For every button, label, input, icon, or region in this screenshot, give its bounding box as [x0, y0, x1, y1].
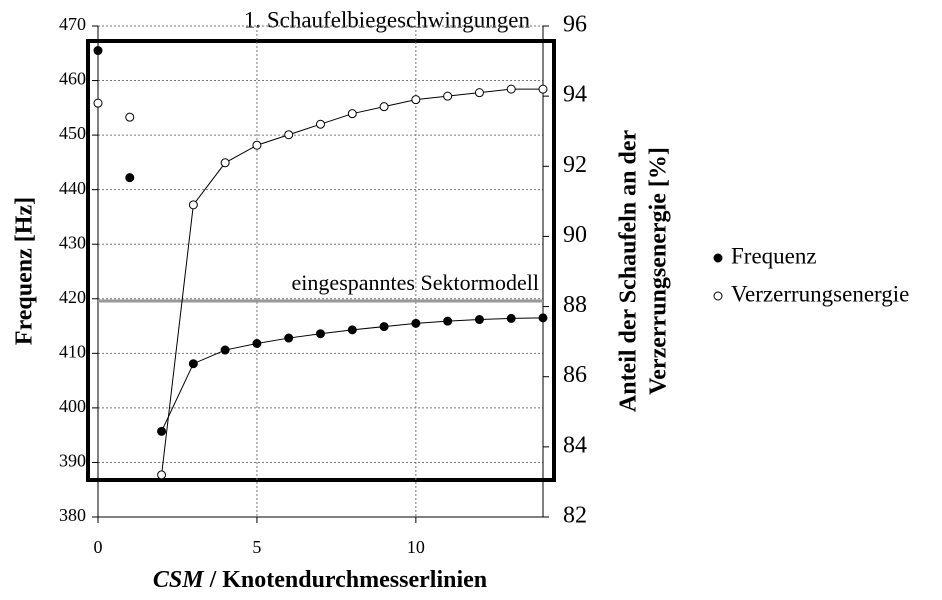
data-point — [284, 333, 294, 343]
x-axis-label-italic: CSM — [153, 567, 205, 593]
x-tick-label: 5 — [252, 537, 261, 557]
data-point — [347, 109, 357, 119]
x-axis-label: CSM / Knotendurchmesserlinien — [153, 567, 487, 593]
data-point — [411, 95, 421, 105]
data-point — [220, 345, 230, 355]
y2-tick-label: 86 — [563, 362, 587, 388]
data-point — [347, 325, 357, 335]
legend-label: Verzerrungsenergie — [731, 281, 909, 306]
y-axis-label: Frequenz [Hz] — [12, 197, 38, 345]
y2-tick-label: 84 — [563, 432, 587, 458]
data-point — [443, 91, 453, 101]
y2-tick-label: 88 — [563, 292, 587, 318]
data-point — [157, 426, 167, 436]
y2-tick-label: 90 — [563, 222, 587, 248]
y-tick-label: 440 — [59, 178, 86, 198]
data-point — [252, 339, 262, 349]
legend-marker — [713, 291, 723, 301]
legend-marker — [713, 253, 723, 263]
data-point — [125, 173, 135, 183]
x-axis-label-rest: / Knotendurchmesserlinien — [204, 567, 488, 593]
data-point — [538, 84, 548, 94]
data-point — [316, 329, 325, 339]
data-point — [220, 158, 230, 168]
y-tick-label: 400 — [59, 396, 86, 416]
y-tick-label: 390 — [59, 451, 86, 471]
y-tick-label: 380 — [59, 505, 86, 525]
y2-axis-label: Anteil der Schaufeln an der — [616, 130, 642, 413]
data-point — [411, 318, 421, 328]
data-point — [506, 313, 516, 323]
y2-tick-label: 82 — [563, 503, 587, 529]
data-point — [379, 102, 389, 112]
y2-tick-label: 94 — [563, 82, 587, 108]
data-point — [93, 46, 103, 56]
y-tick-label: 410 — [59, 341, 86, 361]
data-point — [474, 88, 484, 98]
y-tick-label: 420 — [59, 287, 86, 307]
data-point — [443, 316, 453, 326]
data-point — [188, 359, 198, 369]
data-point — [506, 84, 516, 94]
series-line — [161, 317, 544, 432]
y2-tick-label: 96 — [563, 12, 587, 38]
data-point — [93, 98, 103, 108]
y-tick-label: 470 — [59, 14, 86, 34]
y-tick-label: 460 — [59, 69, 86, 89]
data-point — [157, 470, 167, 480]
reference-label: eingespanntes Sektormodell — [292, 270, 539, 295]
data-point — [125, 112, 135, 122]
y-tick-label: 450 — [59, 123, 86, 143]
x-tick-label: 10 — [407, 537, 425, 557]
data-point — [379, 322, 389, 332]
data-point — [474, 315, 484, 325]
y-tick-label: 430 — [59, 232, 86, 252]
data-point — [538, 313, 548, 323]
data-point — [316, 119, 325, 129]
legend-label: Frequenz — [731, 243, 817, 268]
data-point — [188, 200, 198, 210]
frame — [86, 39, 556, 482]
chart-title: 1. Schaufelbiegeschwingungen — [244, 7, 531, 32]
data-point — [252, 140, 262, 150]
x-tick-label: 0 — [94, 537, 103, 557]
y2-axis-label: Verzerrungsenergie [%] — [646, 147, 672, 395]
y2-tick-label: 92 — [563, 152, 587, 178]
data-point — [284, 130, 294, 140]
